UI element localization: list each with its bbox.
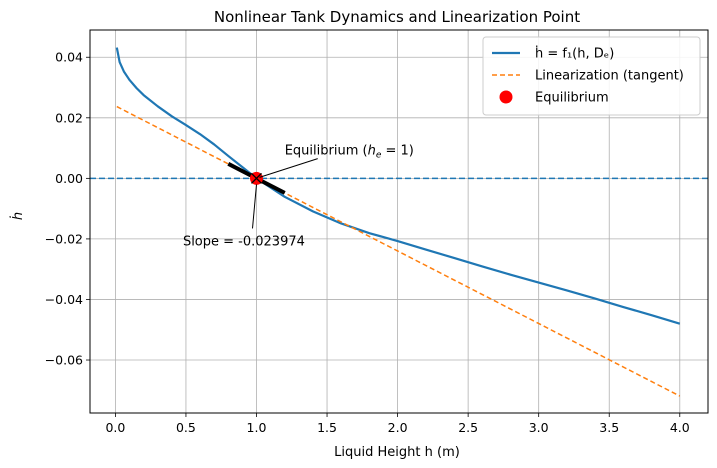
x-tick-label: 2.5: [458, 420, 478, 435]
x-tick-label: 0.5: [176, 420, 196, 435]
x-axis: 0.0 0.5 1.0 1.5 2.0 2.5 3.0 3.5 4.0: [105, 413, 690, 435]
x-tick-label: 3.5: [599, 420, 619, 435]
y-axis: 0.04 0.02 0.00 −0.02 −0.04 −0.06: [45, 50, 90, 368]
chart-title: Nonlinear Tank Dynamics and Linearizatio…: [214, 8, 580, 26]
x-tick-label: 3.0: [529, 420, 549, 435]
legend-label: Linearization (tangent): [535, 69, 684, 84]
x-tick-label: 4.0: [670, 420, 690, 435]
x-tick-label: 2.0: [388, 420, 408, 435]
y-tick-label: 0.02: [55, 110, 83, 125]
y-tick-label: −0.02: [45, 231, 83, 246]
legend-label: ḣ = f₁(h, Dₑ): [535, 46, 614, 62]
x-tick-label: 1.0: [247, 420, 267, 435]
legend-label: Equilibrium: [535, 91, 609, 106]
plot-frame: [89, 29, 709, 414]
x-axis-label: Liquid Height h (m): [334, 445, 460, 460]
annotation-arrow: [259, 158, 318, 178]
legend-marker-equilibrium: [499, 90, 513, 104]
x-tick-label: 1.5: [317, 420, 337, 435]
x-tick-label: 0.0: [105, 420, 125, 435]
plot-area: [90, 47, 708, 397]
y-tick-label: 0.04: [55, 50, 83, 65]
tangent-line-series: [116, 105, 681, 397]
annotation-slope: Slope = -0.023974: [183, 234, 305, 249]
annotation-equilibrium: Equilibrium (he = 1): [285, 144, 414, 161]
nonlinear-curve-series: [115, 47, 681, 325]
equilibrium-cross-marker: [251, 172, 262, 184]
legend: ḣ = f₁(h, Dₑ) Linearization (tangent) Equi…: [482, 36, 701, 116]
y-tick-label: −0.06: [45, 353, 83, 368]
y-axis-label: ḣ: [9, 212, 26, 220]
y-tick-label: 0.00: [55, 171, 83, 186]
annotation-arrow: [251, 184, 257, 229]
data-layer: [90, 47, 708, 397]
legend-box: [482, 36, 701, 116]
y-tick-label: −0.04: [45, 292, 83, 307]
annotations: Equilibrium (he = 1) Slope = -0.023974: [183, 144, 414, 250]
